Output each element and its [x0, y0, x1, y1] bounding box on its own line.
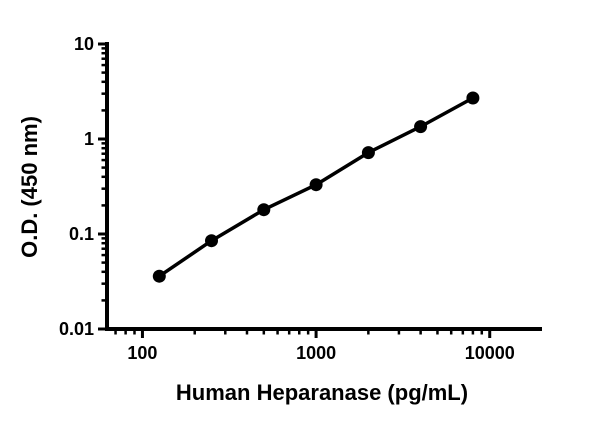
data-point [152, 269, 166, 283]
data-point [414, 120, 428, 134]
x-tick-label: 100 [127, 343, 157, 363]
x-tick-label: 1000 [296, 343, 336, 363]
y-axis-title: O.D. (450 nm) [17, 116, 42, 258]
y-tick-label: 10 [74, 34, 94, 54]
data-point [309, 178, 323, 192]
data-point [205, 234, 218, 248]
y-tick-label: 0.01 [59, 319, 94, 339]
y-tick-label: 0.1 [69, 224, 94, 244]
x-axis-title: Human Heparanase (pg/mL) [176, 380, 468, 405]
plot-area: 100 1000 10000 0.01 0.1 1 10 [59, 34, 542, 363]
data-point [257, 203, 271, 217]
x-tick-label: 10000 [465, 343, 515, 363]
data-point [466, 91, 480, 105]
y-tick-label: 1 [84, 129, 94, 149]
data-point [361, 146, 375, 160]
